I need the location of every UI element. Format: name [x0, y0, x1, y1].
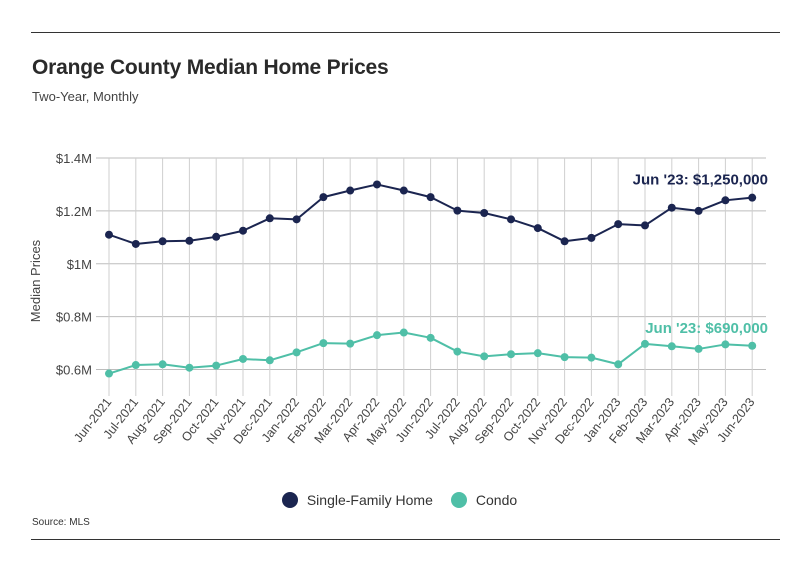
y-tick-label: $1M — [67, 257, 92, 272]
data-point-single-family-home — [346, 186, 355, 195]
data-point-single-family-home — [399, 186, 408, 195]
data-point-condo — [158, 360, 167, 369]
data-point-single-family-home — [426, 193, 435, 202]
y-axis-title: Median Prices — [28, 239, 43, 322]
data-point-condo — [721, 340, 730, 349]
data-point-single-family-home — [480, 209, 489, 218]
legend-swatch-single-family — [281, 492, 298, 508]
data-point-single-family-home — [158, 237, 167, 246]
data-point-condo — [453, 347, 462, 356]
legend-item-condo: Condo — [450, 492, 518, 508]
data-point-single-family-home — [721, 196, 730, 205]
data-point-condo — [185, 363, 194, 372]
data-point-condo — [641, 339, 649, 348]
data-point-condo — [239, 354, 247, 363]
legend-item-single-family: Single-Family Home — [281, 492, 433, 508]
data-point-condo — [480, 352, 489, 361]
data-point-condo — [319, 339, 328, 348]
data-point-single-family-home — [185, 236, 194, 245]
legend-label-condo: Condo — [475, 492, 518, 508]
legend-label-single-family: Single-Family Home — [306, 492, 433, 508]
bottom-rule — [31, 539, 780, 540]
data-point-condo — [694, 344, 703, 353]
y-tick-label: $1.2M — [56, 204, 92, 219]
y-tick-label: $1.4M — [56, 151, 92, 166]
data-point-condo — [533, 349, 542, 358]
data-point-single-family-home — [533, 224, 542, 233]
data-point-condo — [426, 333, 435, 342]
data-point-single-family-home — [507, 215, 515, 224]
data-point-single-family-home — [319, 193, 328, 202]
annotation-label: Jun '23: $690,000 — [645, 320, 768, 337]
data-point-single-family-home — [560, 237, 569, 246]
data-point-single-family-home — [105, 230, 113, 239]
data-point-condo — [667, 342, 676, 351]
data-point-single-family-home — [614, 220, 623, 229]
data-point-condo — [131, 361, 140, 370]
data-point-condo — [587, 353, 596, 362]
data-point-condo — [507, 350, 515, 359]
data-point-single-family-home — [373, 180, 381, 189]
data-point-condo — [105, 369, 113, 378]
data-point-condo — [614, 360, 623, 369]
source-note: Source: MLS — [32, 517, 90, 528]
data-point-single-family-home — [587, 233, 596, 242]
data-point-condo — [346, 339, 355, 348]
chart-subtitle: Two-Year, Monthly — [32, 89, 139, 104]
y-tick-label: $0.8M — [56, 310, 92, 325]
data-point-single-family-home — [212, 232, 221, 241]
data-point-condo — [560, 353, 569, 362]
legend: Single-Family Home Condo — [0, 492, 799, 508]
data-point-condo — [748, 341, 757, 350]
data-point-condo — [212, 361, 221, 370]
chart-title: Orange County Median Home Prices — [32, 56, 389, 79]
data-point-single-family-home — [453, 206, 462, 215]
data-point-condo — [399, 328, 408, 337]
data-point-single-family-home — [667, 203, 676, 212]
data-point-single-family-home — [131, 239, 140, 248]
data-point-condo — [265, 356, 274, 365]
y-tick-label: $0.6M — [56, 363, 92, 378]
data-point-single-family-home — [239, 226, 247, 235]
annotation-label: Jun '23: $1,250,000 — [633, 172, 768, 189]
data-point-single-family-home — [641, 221, 649, 230]
top-rule — [31, 32, 780, 33]
legend-swatch-condo — [450, 492, 467, 508]
data-point-condo — [373, 331, 381, 340]
data-point-condo — [292, 348, 301, 357]
data-point-single-family-home — [292, 215, 301, 224]
data-point-single-family-home — [748, 193, 757, 202]
data-point-single-family-home — [694, 206, 703, 215]
data-point-single-family-home — [265, 214, 274, 223]
